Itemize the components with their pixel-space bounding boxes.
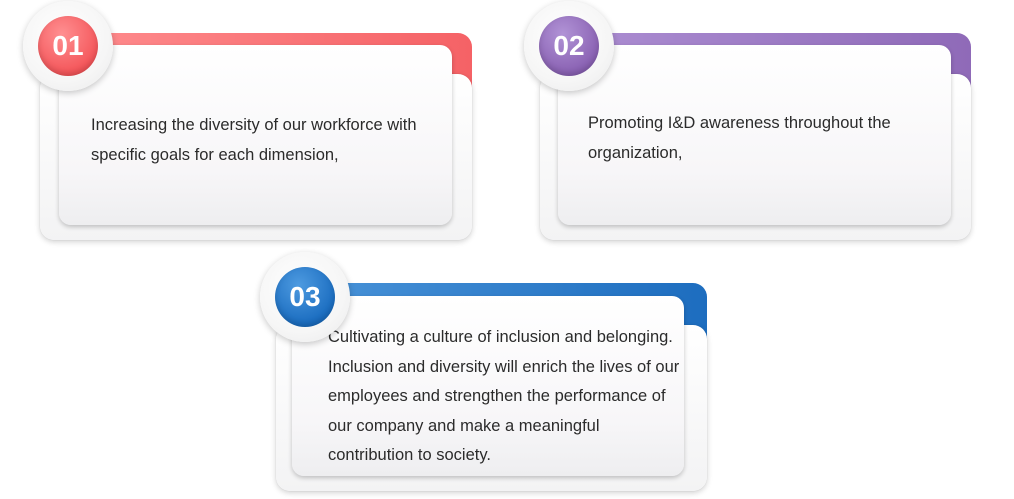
card-03-number: 03: [275, 267, 335, 327]
card-03-text: Cultivating a culture of inclusion and b…: [328, 328, 680, 464]
card-01: Increasing the diversity of our workforc…: [23, 1, 472, 240]
card-01-text: Increasing the diversity of our workforc…: [91, 116, 417, 164]
card-02-text: Promoting I&D awareness throughout the o…: [588, 114, 891, 162]
card-02: Promoting I&D awareness throughout the o…: [524, 1, 971, 240]
card-03: Cultivating a culture of inclusion and b…: [260, 252, 707, 491]
card-03-badge: 03: [260, 252, 350, 342]
card-02-panel: [558, 45, 951, 225]
card-01-panel: [59, 45, 452, 225]
card-01-badge: 01: [23, 1, 113, 91]
card-03-panel: [292, 296, 684, 476]
card-02-number: 02: [539, 16, 599, 76]
card-02-badge: 02: [524, 1, 614, 91]
card-01-number: 01: [38, 16, 98, 76]
